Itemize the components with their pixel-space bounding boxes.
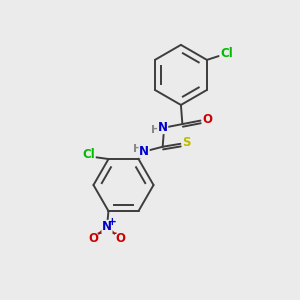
Text: N: N xyxy=(102,220,112,233)
Text: H: H xyxy=(133,144,142,154)
Text: N: N xyxy=(139,145,149,158)
Text: O: O xyxy=(202,112,212,126)
Text: H: H xyxy=(151,125,160,135)
Text: -: - xyxy=(111,227,116,240)
Text: O: O xyxy=(115,232,125,245)
Text: S: S xyxy=(183,136,191,149)
Text: O: O xyxy=(88,232,98,245)
Text: Cl: Cl xyxy=(82,148,95,161)
Text: -: - xyxy=(97,227,102,240)
Text: Cl: Cl xyxy=(220,46,233,60)
Text: +: + xyxy=(108,217,117,227)
Text: N: N xyxy=(158,121,168,134)
